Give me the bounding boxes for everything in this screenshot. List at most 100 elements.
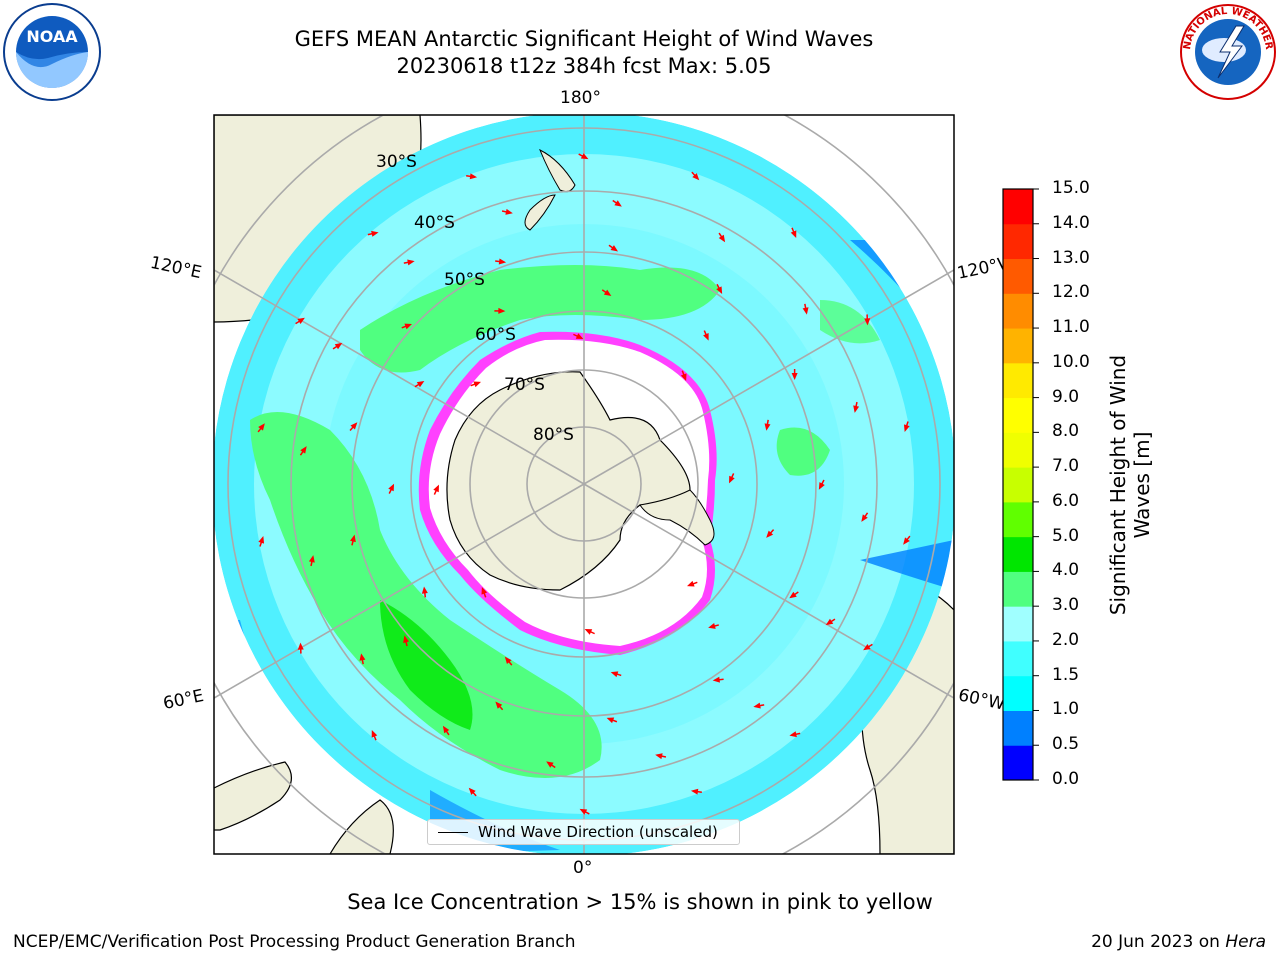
wave-arrow-head xyxy=(692,173,700,181)
colorbar-tick-label: 12.0 xyxy=(1052,282,1090,303)
wave-zone-pacific xyxy=(360,265,720,373)
wave-arrow-head xyxy=(334,342,343,350)
wave-arrow-head xyxy=(753,702,761,709)
wave-arrow-head xyxy=(473,381,482,388)
wave-arrow-head xyxy=(789,591,797,599)
nws-logo: NATIONAL WEATHER xyxy=(1180,4,1276,100)
colorbar-segment xyxy=(1003,501,1033,538)
map-title: GEFS MEAN Antarctic Significant Height o… xyxy=(294,27,874,51)
wave-arrow-head xyxy=(442,725,450,734)
wave-arrow-head xyxy=(308,555,315,563)
wave-arrow-head xyxy=(468,787,476,795)
colorbar-segment xyxy=(1003,640,1033,677)
lat-label-50s: 50°S xyxy=(444,270,485,290)
wave-arrow-head xyxy=(297,642,304,650)
wave-arrow-head xyxy=(606,717,615,724)
colorbar-segment xyxy=(1003,258,1033,294)
colorbar-segment xyxy=(1003,223,1033,260)
wave-arrow-head xyxy=(258,423,265,431)
wave-arrow-head xyxy=(614,200,622,207)
wave-zone-indian-ocean xyxy=(250,412,602,778)
wave-arrow-head xyxy=(680,373,687,382)
colorbar-tick-label: 11.0 xyxy=(1052,317,1090,338)
colorbar xyxy=(1002,188,1039,781)
wave-arrow-head xyxy=(433,484,439,493)
wave-arrow-head xyxy=(861,514,868,522)
wave-arrow-head xyxy=(575,333,584,339)
colorbar-tick-label: 1.0 xyxy=(1052,699,1080,720)
noaa-logo-text: NOAA xyxy=(26,27,78,46)
wave-arrow-head xyxy=(580,153,589,160)
wave-arrow-head xyxy=(864,318,871,326)
wave-arrow-head xyxy=(498,307,506,314)
colorbar-tick-label: 0.0 xyxy=(1052,769,1080,789)
colorbar-segment xyxy=(1003,189,1033,225)
wave-arrow-head xyxy=(297,317,305,325)
wave-arrow-head xyxy=(703,333,709,341)
wave-arrow-head xyxy=(686,580,695,587)
wave-arrow-head xyxy=(584,629,593,635)
lat-label-40s: 40°S xyxy=(414,213,455,233)
wave-arrow-head xyxy=(790,230,797,238)
colorbar-tick-label: 4.0 xyxy=(1052,560,1080,581)
wave-arrow-head xyxy=(350,534,356,543)
wave-arrow-head xyxy=(791,372,798,380)
colorbar-segment xyxy=(1003,293,1033,329)
wave-arrow-head xyxy=(300,446,307,454)
colorbar-tick-label: 8.0 xyxy=(1052,421,1080,442)
wave-arrow-head xyxy=(421,586,428,594)
wave-arrow-head xyxy=(716,286,723,294)
wave-arrow-head xyxy=(818,482,825,490)
colorbar-segment xyxy=(1003,397,1033,433)
wave-arrow-head xyxy=(504,656,512,664)
wave-arrow-head xyxy=(498,258,507,265)
lat-label-80s: 80°S xyxy=(533,425,574,445)
map-legend: Wind Wave Direction (unscaled) xyxy=(427,819,740,845)
wave-arrow-head xyxy=(388,483,395,492)
wave-arrow-head xyxy=(789,731,797,738)
wave-arrow-head xyxy=(546,761,554,768)
wave-arrow-head xyxy=(853,405,860,413)
wave-arrow-head xyxy=(718,234,726,243)
colorbar-tick-label: 9.0 xyxy=(1052,386,1080,407)
lon-label-180: 180° xyxy=(560,88,601,108)
africa-land xyxy=(214,761,292,831)
sea-ice-note: Sea Ice Concentration > 15% is shown in … xyxy=(347,890,933,914)
footer-machine: Hera xyxy=(1225,932,1266,952)
wave-arrow-head xyxy=(655,753,663,760)
footer-credit: NCEP/EMC/Verification Post Processing Pr… xyxy=(13,932,576,952)
wave-arrow-head xyxy=(469,173,478,180)
colorbar-tick-label: 7.0 xyxy=(1052,456,1080,477)
wave-arrow-head xyxy=(359,653,366,661)
wave-arrow-head xyxy=(350,422,358,430)
colorbar-tick-label: 2.0 xyxy=(1052,629,1080,650)
wave-arrow-head xyxy=(903,424,910,432)
noaa-logo: NOAA xyxy=(3,3,101,101)
colorbar-tick-label: 13.0 xyxy=(1052,247,1090,268)
wave-arrow-head xyxy=(903,537,910,545)
wave-arrow-head xyxy=(708,623,716,629)
wave-arrow-head xyxy=(505,208,513,215)
colorbar-tick-label: 14.0 xyxy=(1052,212,1090,233)
lat-label-70s: 70°S xyxy=(504,375,545,395)
wave-arrow-head xyxy=(802,307,809,315)
wave-arrow-head xyxy=(712,676,720,683)
wave-arrow-head xyxy=(579,808,588,815)
footer-date: 20 Jun 2023 on Hera xyxy=(1091,932,1266,952)
wave-arrow-head xyxy=(729,475,735,484)
wave-arrow-head xyxy=(371,230,379,237)
colorbar-segment xyxy=(1003,328,1033,364)
legend-line-swatch xyxy=(438,832,468,833)
colorbar-tick-label: 15.0 xyxy=(1052,178,1090,198)
colorbar-segment xyxy=(1003,710,1033,746)
map-frame xyxy=(213,114,955,855)
map-subtitle-run: 20230618 t12z 384h fcst Max: 5.05 xyxy=(396,54,772,78)
colorbar-tick-label: 10.0 xyxy=(1052,351,1090,372)
wave-arrow-head xyxy=(603,289,612,297)
wave-arrow-head xyxy=(610,245,619,252)
colorbar-segment xyxy=(1003,432,1033,468)
wind-wave-arrows xyxy=(257,153,911,815)
colorbar-segment xyxy=(1003,675,1033,711)
wave-arrow-head xyxy=(481,586,488,595)
